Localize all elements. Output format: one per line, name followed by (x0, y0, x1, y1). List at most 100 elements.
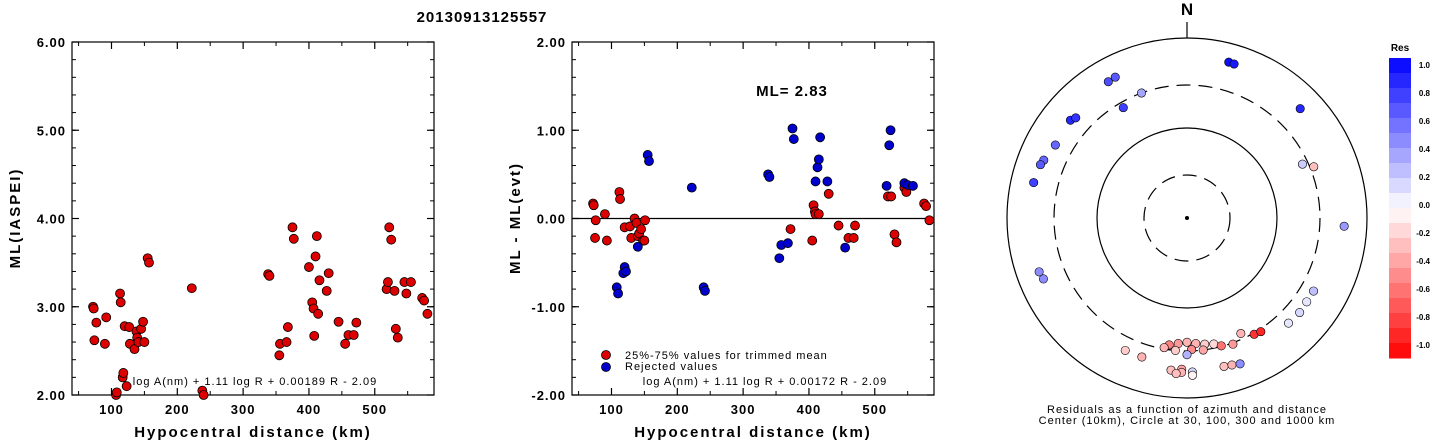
station-residual (1256, 327, 1266, 337)
data-point (636, 224, 647, 234)
colorbar-swatch (1389, 253, 1411, 269)
colorbar-swatch (1389, 193, 1411, 209)
data-point (644, 156, 654, 167)
y-tick-label: -1.00 (531, 300, 566, 315)
station-residual (1035, 160, 1045, 170)
data-point (815, 132, 826, 143)
data-point (313, 308, 324, 319)
axis-ticks: 100 200 300 400 500 2.00 3.00 4.00 5.00 6.00 (37, 35, 434, 417)
station-residual (1236, 328, 1246, 338)
data-point (89, 335, 100, 346)
data-point (632, 241, 643, 252)
colorbar: Res 1.0 0.8 0.6 0.4 0.2 0.0 -0.2 -0.4 -0.6 -0.8 -1… (1389, 43, 1431, 359)
data-point (304, 262, 314, 272)
y-axis-label: ML - ML(evt) (507, 162, 524, 274)
data-point (101, 312, 112, 323)
x-tick-label: 500 (362, 402, 387, 417)
data-point (311, 231, 322, 242)
y-tick-label: 0.00 (537, 212, 566, 227)
caption-line-1: Residuals as a function of azimuth and d… (1047, 404, 1327, 416)
colorbar-swatch (1389, 283, 1411, 299)
station-residual (1159, 343, 1169, 353)
colorbar-swatch (1389, 343, 1411, 359)
data-point (700, 285, 710, 296)
data-point (588, 200, 599, 211)
colorbar-label: 0.8 (1419, 89, 1431, 98)
colorbar-label: 0.0 (1419, 201, 1431, 210)
station-residual (1120, 345, 1130, 355)
data-point (419, 295, 430, 306)
data-point (921, 201, 932, 212)
data-point (422, 308, 433, 319)
data-point (389, 285, 400, 296)
colorbar-label: -1.0 (1416, 341, 1430, 350)
data-point (139, 337, 150, 347)
station-residual (1309, 162, 1319, 172)
x-tick-label: 100 (599, 402, 624, 417)
data-point (822, 176, 833, 187)
ring-30km (1143, 174, 1231, 262)
data-point (764, 172, 775, 182)
legend-label-trimmed: 25%-75% values for trimmed mean (625, 350, 828, 362)
data-point (309, 330, 320, 341)
panel-azimuth-residuals: N Residuals as a function of azimuth and… (1006, 0, 1368, 427)
station-residual (1171, 369, 1181, 379)
colorbar-label: 0.6 (1419, 117, 1431, 126)
station-residual (1137, 88, 1147, 98)
data-point (621, 266, 631, 277)
data-point (115, 288, 125, 299)
station-residual (1137, 352, 1147, 362)
data-point (282, 322, 293, 332)
data-point (288, 233, 299, 244)
data-point (787, 123, 798, 134)
data-point (891, 237, 902, 248)
panel-ml-residual: 100 200 300 400 500 -2.00 -1.00 0.00 1.00 2.00 ML… (507, 35, 935, 441)
station-residual (1284, 318, 1294, 328)
station-residual (1295, 308, 1305, 318)
colorbar-label: 0.4 (1419, 145, 1431, 154)
station-residual (1309, 286, 1319, 296)
data-point (406, 277, 416, 287)
colorbar-swatch (1389, 118, 1411, 134)
data-point (640, 215, 650, 226)
station-residual (1029, 178, 1039, 188)
data-point (118, 368, 129, 378)
data-point (785, 224, 796, 234)
data-point (386, 234, 397, 245)
north-label: N (1181, 0, 1193, 19)
colorbar-swatch (1389, 328, 1411, 344)
data-point (812, 162, 823, 173)
ml-annotation: ML= 2.83 (756, 83, 828, 100)
epicenter-dot (1185, 216, 1189, 220)
station-residual (1227, 360, 1237, 370)
station-residual (1182, 337, 1192, 347)
station-residual (1339, 221, 1349, 231)
data-point (924, 215, 935, 226)
x-axis-label: Hypocentral distance (km) (134, 424, 372, 441)
station-residual (1034, 267, 1044, 277)
station-residual (1170, 345, 1180, 355)
colorbar-swatch (1389, 103, 1411, 119)
x-tick-label: 200 (165, 402, 190, 417)
station-residual (1103, 77, 1113, 87)
station-residual (1209, 339, 1219, 349)
data-point (810, 176, 821, 187)
y-tick-label: 4.00 (37, 212, 66, 227)
data-point (639, 235, 650, 246)
colorbar-swatch (1389, 58, 1411, 74)
data-point (186, 283, 197, 294)
data-point (310, 251, 321, 262)
data-point (884, 140, 895, 151)
colorbar-swatch (1389, 238, 1411, 254)
y-tick-label: 2.00 (537, 35, 566, 50)
data-point (600, 209, 610, 219)
y-tick-label: -2.00 (531, 388, 566, 403)
y-tick-label: 5.00 (37, 123, 66, 138)
colorbar-labels: 1.0 0.8 0.6 0.4 0.2 0.0 -0.2 -0.4 -0.6 -0.8 -1.0 (1416, 61, 1430, 350)
station-residual (1038, 274, 1048, 284)
data-point (88, 303, 99, 314)
data-point (401, 288, 412, 299)
legend-marker-trimmed (601, 350, 611, 360)
data-point (323, 268, 334, 279)
